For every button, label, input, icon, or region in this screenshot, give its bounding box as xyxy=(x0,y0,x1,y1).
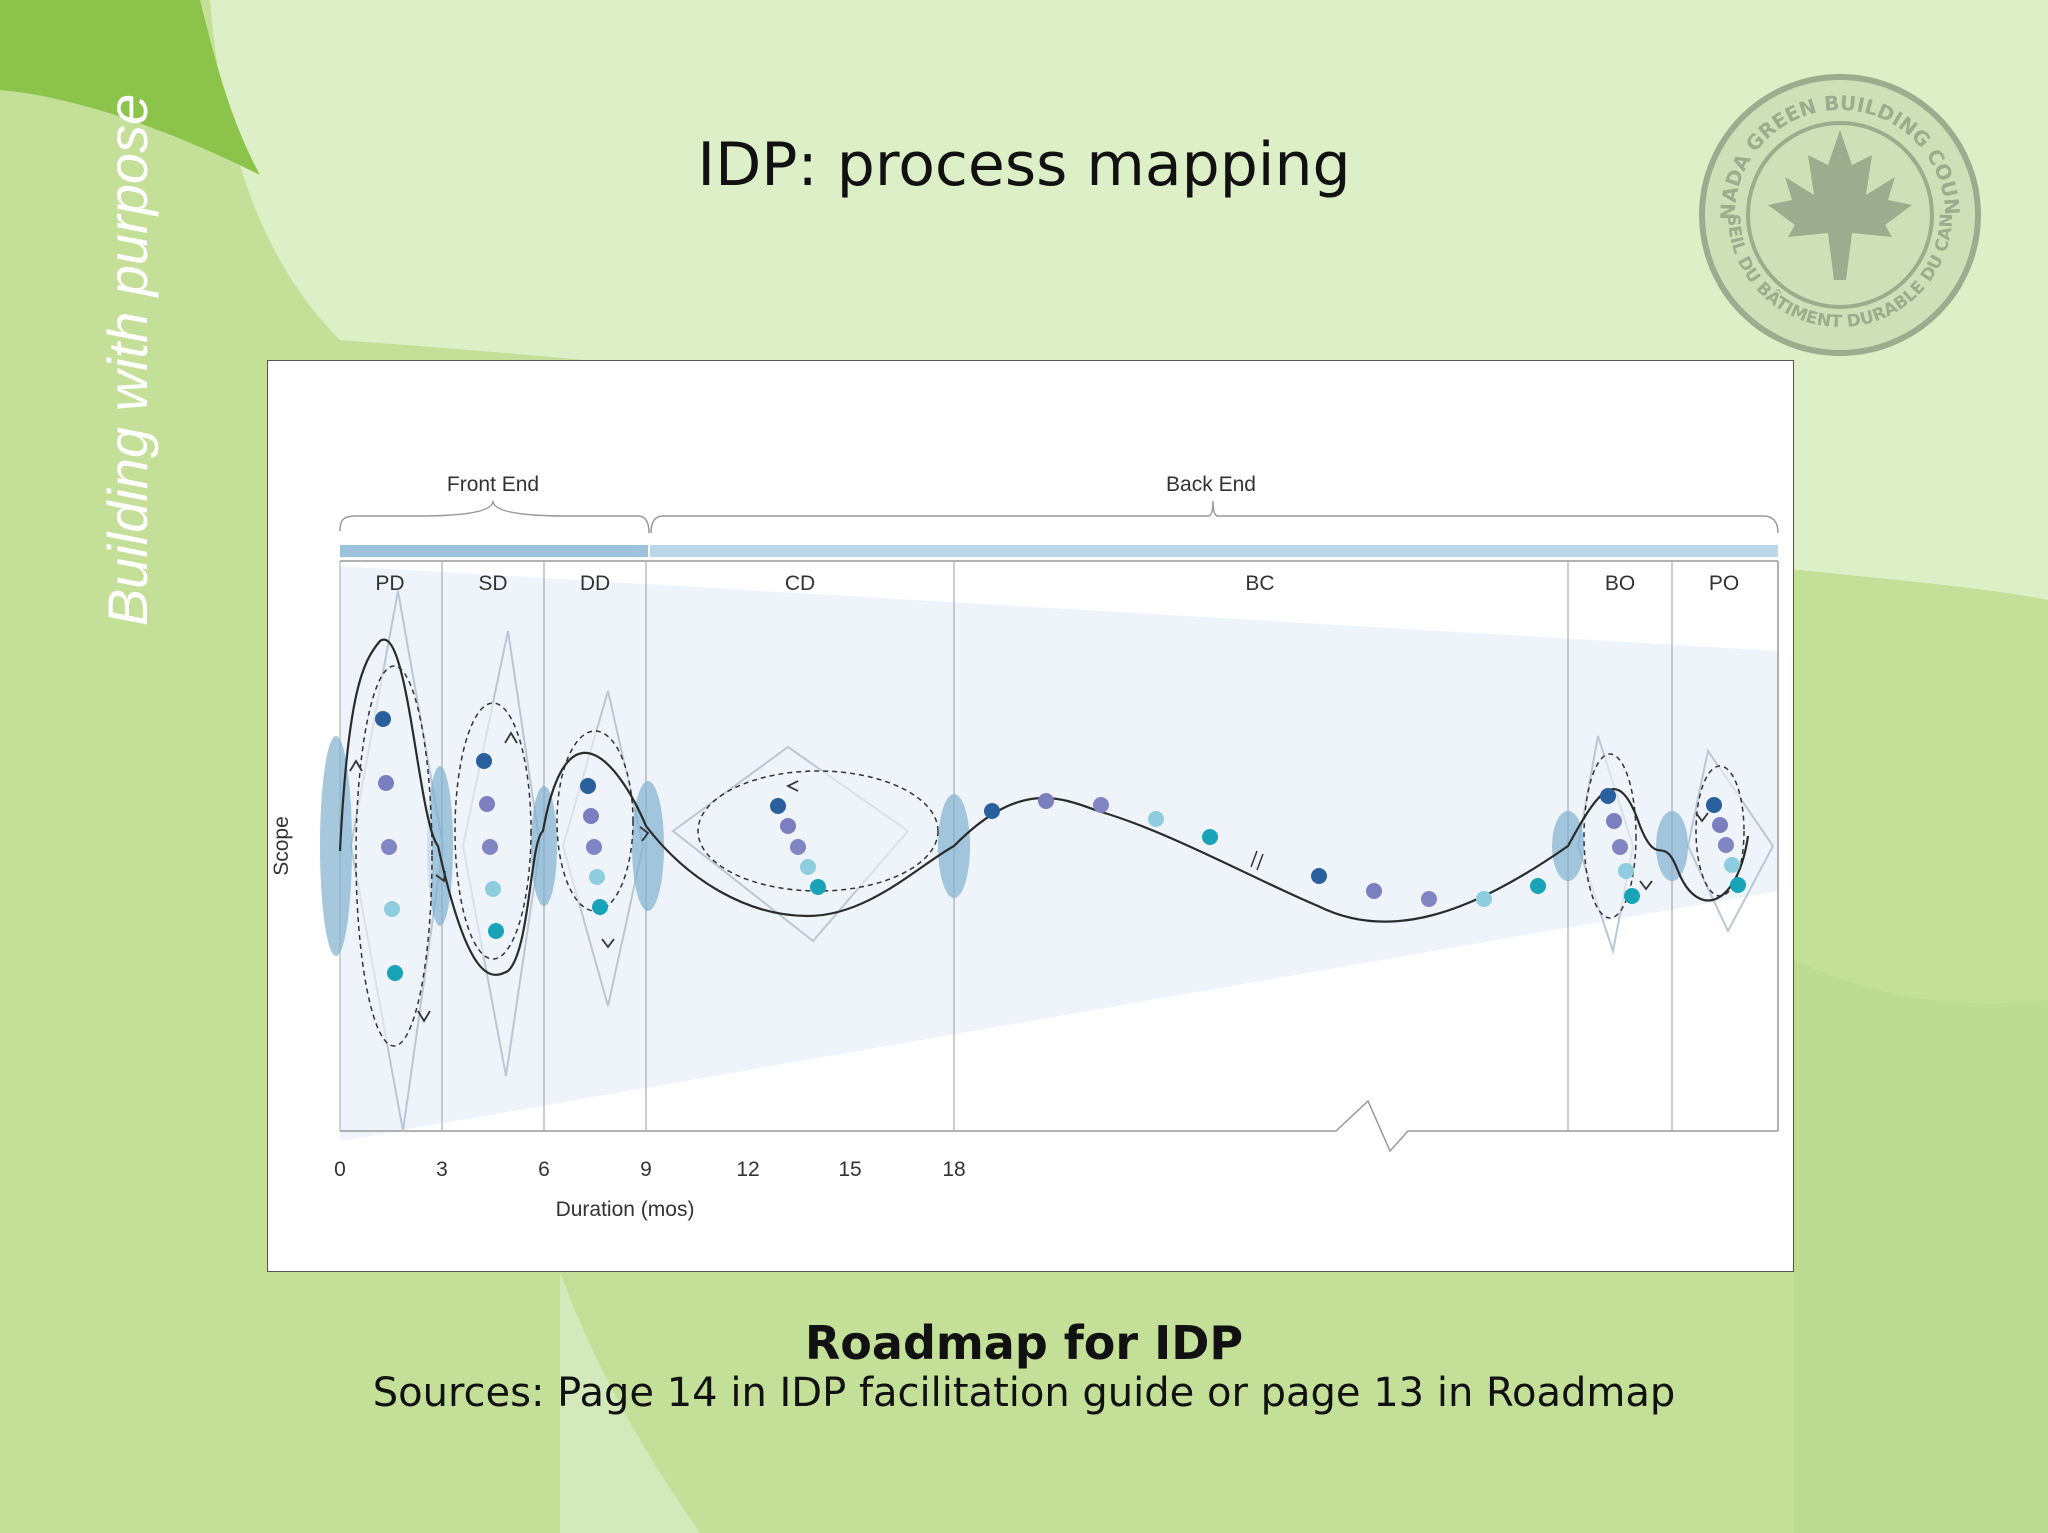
back-end-brace xyxy=(650,500,1779,534)
maple-leaf-seal-icon: CANADA GREEN BUILDING COUNCIL CONSEIL DU… xyxy=(1672,36,1981,356)
stakeholder-dots xyxy=(375,711,1746,981)
time-axis-break xyxy=(340,1099,1778,1153)
phase-label-pd: PD xyxy=(375,572,404,595)
x-tick-label: 15 xyxy=(838,1158,861,1181)
back-end-band xyxy=(650,545,1778,557)
front-end-label: Front End xyxy=(447,473,539,496)
flow-arrowheads xyxy=(349,731,1709,1023)
slide-title: IDP: process mapping xyxy=(697,130,1351,200)
transition-lenses xyxy=(320,736,1688,956)
process-map-figure: Front End Back End PD SD DD CD BC BO PO xyxy=(267,360,1794,1272)
figure-sources: Sources: Page 14 in IDP facilitation gui… xyxy=(372,1370,1676,1416)
figure-caption: Roadmap for IDP xyxy=(804,1316,1244,1370)
y-axis-label: Scope xyxy=(270,816,293,876)
front-end-band xyxy=(340,545,648,557)
x-tick-label: 0 xyxy=(334,1158,346,1181)
phase-label-po: PO xyxy=(1709,572,1739,595)
x-axis-ticks: 0 3 6 9 12 15 18 xyxy=(334,1158,966,1181)
x-tick-label: 18 xyxy=(942,1158,965,1181)
back-end-label: Back End xyxy=(1166,473,1256,496)
x-tick-label: 12 xyxy=(736,1158,759,1181)
front-end-brace xyxy=(339,500,650,534)
cagbc-logo: CANADA GREEN BUILDING COUNCIL CONSEIL DU… xyxy=(1672,36,2000,375)
phase-label-cd: CD xyxy=(785,572,815,595)
x-axis-label: Duration (mos) xyxy=(556,1198,695,1221)
x-tick-label: 6 xyxy=(538,1158,550,1181)
process-map-diagram: Front End Back End PD SD DD CD BC BO PO xyxy=(270,473,1779,1221)
phase-label-sd: SD xyxy=(478,572,507,595)
phase-label-dd: DD xyxy=(580,572,610,595)
duration-break-mark xyxy=(1250,850,1264,871)
phase-label-bc: BC xyxy=(1245,572,1274,595)
x-tick-label: 9 xyxy=(640,1158,652,1181)
phase-label-bo: BO xyxy=(1605,572,1635,595)
x-tick-label: 3 xyxy=(436,1158,448,1181)
